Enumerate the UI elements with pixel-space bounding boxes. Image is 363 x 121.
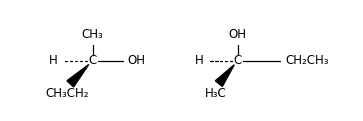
Text: CH₃: CH₃ bbox=[82, 28, 103, 41]
Text: H₃C: H₃C bbox=[205, 87, 227, 100]
Text: OH: OH bbox=[127, 54, 145, 67]
Text: H: H bbox=[195, 54, 203, 67]
Polygon shape bbox=[67, 64, 89, 87]
Text: CH₂CH₃: CH₂CH₃ bbox=[285, 54, 329, 67]
Text: C: C bbox=[234, 54, 242, 67]
Text: H: H bbox=[49, 54, 58, 67]
Text: OH: OH bbox=[229, 28, 247, 41]
Polygon shape bbox=[215, 65, 234, 87]
Text: CH₃CH₂: CH₃CH₂ bbox=[45, 87, 89, 100]
Text: C: C bbox=[89, 54, 97, 67]
